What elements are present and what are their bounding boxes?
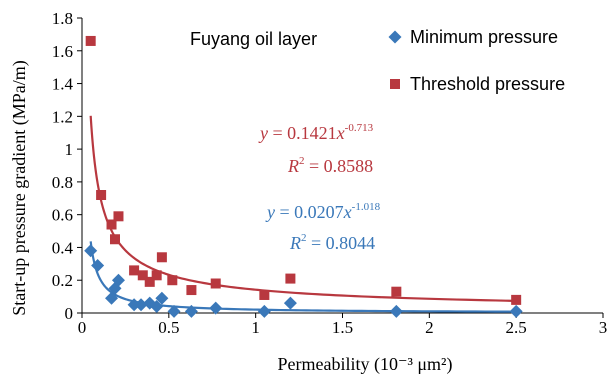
legend-label: Threshold pressure [410, 74, 565, 94]
minimum-point [155, 291, 169, 305]
x-tick-label: 0.5 [158, 318, 179, 337]
y-tick-label: 0 [65, 304, 74, 323]
threshold-trend-curve [89, 115, 517, 302]
minimum-point [134, 298, 148, 312]
threshold-point [511, 294, 522, 305]
threshold-series-points [85, 35, 522, 305]
threshold-point [106, 219, 117, 230]
minimum-series-points [84, 244, 523, 318]
x-tick-label: 2 [425, 318, 434, 337]
threshold-point [109, 234, 120, 245]
threshold-point [85, 35, 96, 46]
minimum-point [167, 304, 181, 318]
minimum-equation: y = 0.0207x-1.018 R2 = 0.8044 [265, 201, 381, 253]
y-tick-label: 1.4 [52, 75, 74, 94]
minimum-point [127, 298, 141, 312]
y-axis-title: Start-up pressure gradient (MPa/m) [9, 60, 30, 315]
minimum-point [91, 258, 105, 272]
threshold-point [144, 276, 155, 287]
minimum-point [84, 244, 98, 258]
y-tick-label: 1.2 [52, 107, 73, 126]
minimum-r-squared: R2 = 0.8044 [289, 232, 375, 253]
minimum-point [283, 296, 297, 310]
minimum-point [150, 299, 164, 313]
legend-item-threshold-pressure: Threshold pressure [390, 74, 565, 94]
minimum-point [389, 304, 403, 318]
minimum-point [209, 301, 223, 315]
x-tick-label: 3 [599, 318, 608, 337]
y-tick-label: 0.2 [52, 271, 73, 290]
legend: Minimum pressure Threshold pressure [388, 27, 565, 94]
threshold-point [391, 286, 402, 297]
legend-marker [390, 79, 400, 89]
threshold-fit-equation: y = 0.1421x-0.713 [258, 122, 374, 143]
threshold-point [113, 211, 124, 222]
threshold-point [137, 270, 148, 281]
minimum-fit-equation: y = 0.0207x-1.018 [265, 201, 381, 222]
y-tick-label: 1.6 [52, 42, 73, 61]
legend-marker [388, 30, 402, 44]
threshold-point [156, 252, 167, 263]
data-points [84, 35, 523, 318]
tick-labels: 0 0.5 1 1.5 2 2.5 3 0 0.2 0.4 0.6 0.8 1 1.2 1.4 1.6 1.8 [52, 9, 608, 337]
threshold-point [96, 190, 107, 200]
minimum-point [184, 304, 198, 318]
legend-label: Minimum pressure [410, 27, 558, 47]
minimum-point [257, 304, 271, 318]
y-tick-label: 0.8 [52, 173, 73, 192]
legend-item-minimum-pressure: Minimum pressure [388, 27, 558, 47]
chart-title: Fuyang oil layer [190, 29, 317, 49]
threshold-point [285, 273, 296, 284]
x-axis-title: Permeability (10⁻³ μm²) [278, 354, 453, 375]
threshold-point [151, 270, 162, 281]
threshold-point [129, 265, 140, 276]
x-tick-label: 2.5 [506, 318, 527, 337]
y-tick-label: 0.6 [52, 206, 73, 225]
y-tick-label: 1 [65, 140, 74, 159]
x-tick-label: 1.5 [332, 318, 353, 337]
x-tick-label: 0 [78, 318, 87, 337]
y-tick-label: 1.8 [52, 9, 73, 28]
minimum-point [509, 304, 523, 318]
threshold-point [186, 285, 197, 296]
x-tick-label: 1 [251, 318, 260, 337]
threshold-point [167, 275, 178, 286]
y-tick-label: 0.4 [52, 238, 74, 257]
threshold-r-squared: R2 = 0.8588 [287, 155, 373, 176]
threshold-point [259, 289, 270, 300]
minimum-point [111, 273, 125, 287]
threshold-equation: y = 0.1421x-0.713 R2 = 0.8588 [258, 122, 374, 176]
threshold-point [210, 278, 221, 289]
minimum-point [105, 291, 119, 305]
